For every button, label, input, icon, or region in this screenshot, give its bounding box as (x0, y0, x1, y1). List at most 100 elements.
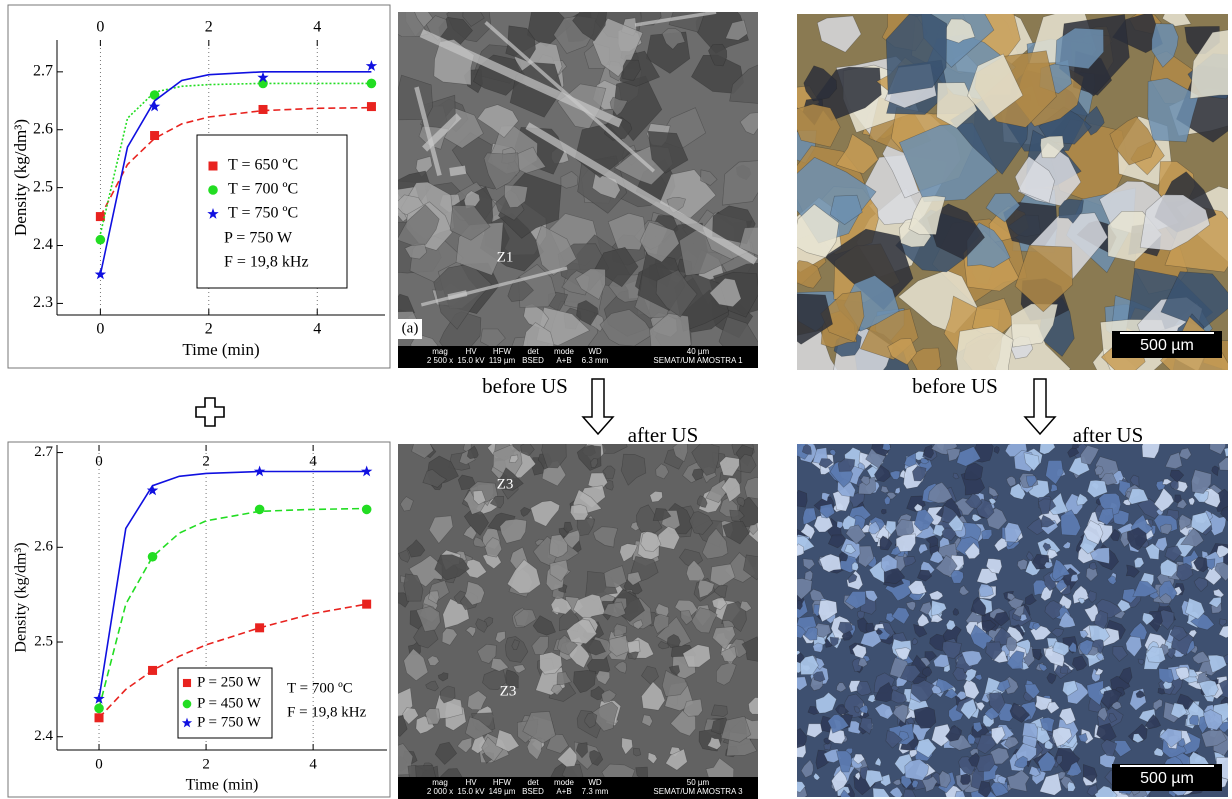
texture (1129, 622, 1148, 640)
texture (398, 549, 411, 563)
texture (869, 516, 886, 531)
texture (627, 651, 639, 660)
texture (398, 204, 440, 246)
marker-square (208, 161, 218, 171)
texture (556, 746, 578, 768)
texture (1159, 558, 1178, 578)
texture (484, 537, 503, 558)
texture (1152, 698, 1163, 711)
texture (838, 551, 848, 562)
texture (1050, 483, 1058, 493)
texture (465, 716, 494, 740)
texture (655, 269, 698, 318)
fit-line (98, 507, 367, 709)
fit-line (99, 71, 372, 275)
sem-image-after (398, 444, 758, 799)
info-label: mag (432, 347, 448, 356)
texture (1040, 135, 1065, 159)
info-label: mode (554, 778, 575, 787)
texture (456, 737, 473, 754)
texture (827, 534, 848, 549)
texture (472, 490, 487, 505)
texture (954, 790, 966, 797)
info-value: A+B (556, 356, 571, 365)
texture (720, 715, 752, 743)
texture (797, 543, 805, 557)
texture (865, 590, 879, 602)
scale-box (1112, 764, 1222, 791)
texture (879, 535, 893, 551)
image-label: Z3 (497, 476, 514, 492)
texture (1218, 625, 1228, 639)
texture (1223, 447, 1228, 457)
texture (1126, 527, 1148, 551)
texture (595, 670, 611, 686)
arrow (1023, 378, 1057, 436)
texture (414, 86, 442, 177)
texture (1191, 469, 1212, 494)
texture (913, 508, 934, 532)
texture (930, 600, 947, 617)
texture (566, 618, 598, 645)
texture (968, 752, 980, 767)
texture (641, 681, 666, 711)
texture (441, 627, 458, 646)
texture (1145, 646, 1166, 664)
texture (972, 721, 983, 733)
texture (505, 25, 536, 62)
texture (1190, 511, 1212, 534)
texture (725, 19, 748, 41)
marker-circle (366, 78, 377, 89)
texture (573, 670, 597, 694)
texture (858, 704, 869, 714)
texture (1089, 547, 1110, 564)
texture (797, 203, 840, 258)
texture (1023, 452, 1040, 472)
texture (899, 664, 921, 683)
texture (990, 782, 1010, 797)
texture (1086, 479, 1108, 498)
texture (1086, 680, 1104, 706)
texture (602, 465, 616, 480)
texture (960, 773, 971, 785)
texture (1198, 679, 1219, 698)
marker-square (148, 665, 158, 675)
texture (639, 221, 680, 263)
texture (462, 12, 485, 27)
texture (688, 511, 714, 535)
arrow (581, 378, 615, 436)
legend-label: P = 250 W (197, 674, 262, 690)
texture (1039, 773, 1062, 796)
texture (1014, 244, 1073, 313)
texture (449, 165, 467, 177)
texture (985, 192, 1021, 223)
texture (827, 714, 850, 734)
texture (398, 12, 429, 38)
texture (710, 704, 728, 717)
texture (1206, 558, 1216, 571)
y-tick-label: 2.7 (33, 63, 53, 80)
texture (437, 672, 449, 682)
texture (800, 522, 816, 540)
texture (1006, 476, 1017, 487)
texture (1010, 303, 1059, 348)
texture (622, 59, 641, 81)
texture (1065, 761, 1082, 777)
texture (657, 640, 670, 650)
texture (1209, 444, 1226, 455)
texture (475, 618, 488, 633)
texture (744, 476, 758, 500)
info-label: HV (465, 347, 477, 356)
texture (422, 113, 462, 152)
texture (422, 468, 447, 488)
fit-line (98, 603, 367, 719)
texture (961, 650, 983, 667)
texture (1189, 29, 1228, 99)
texture (989, 692, 1006, 715)
texture (1208, 596, 1222, 608)
texture (989, 747, 1010, 765)
texture (464, 581, 485, 606)
texture (977, 780, 992, 797)
texture (836, 750, 853, 773)
texture (800, 655, 819, 675)
